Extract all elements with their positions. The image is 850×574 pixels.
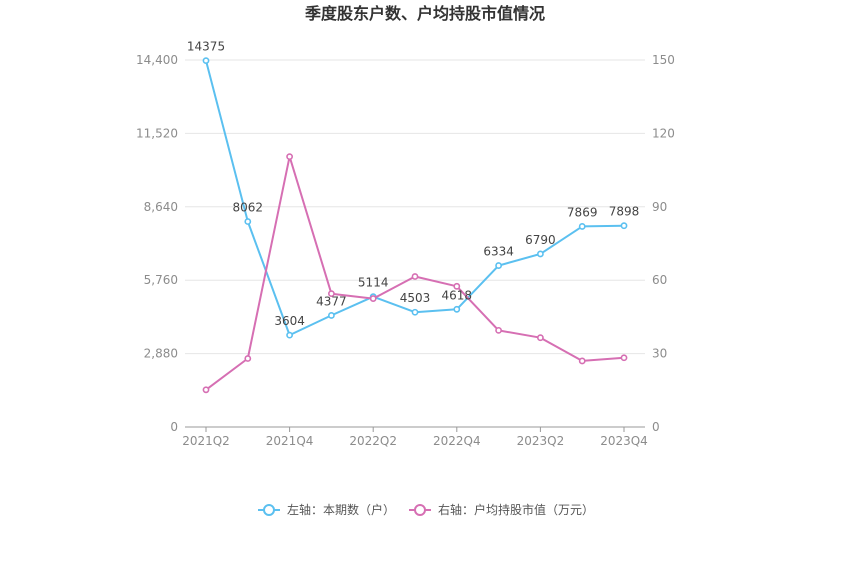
- series-point[interactable]: [620, 354, 628, 362]
- y-left-tick-label: 8,640: [144, 200, 178, 214]
- data-label: 3604: [274, 314, 305, 328]
- x-tick-label: 2023Q4: [600, 434, 648, 448]
- series-point[interactable]: [620, 222, 628, 230]
- y-right-tick-label: 30: [652, 347, 667, 361]
- data-label: 8062: [233, 201, 264, 215]
- data-label: 14375: [187, 40, 225, 54]
- series-point[interactable]: [411, 273, 419, 280]
- series-point[interactable]: [286, 331, 293, 339]
- y-left-tick-label: 2,880: [144, 347, 178, 361]
- x-tick-label: 2023Q2: [517, 434, 565, 448]
- series-point[interactable]: [578, 357, 586, 365]
- x-tick-label: 2021Q2: [182, 434, 230, 448]
- series-point[interactable]: [286, 153, 293, 161]
- data-label: 7869: [567, 205, 598, 219]
- series-point[interactable]: [202, 386, 210, 394]
- data-label: 7898: [609, 205, 640, 219]
- chart-title: 季度股东户数、户均持股市值情况: [304, 4, 545, 23]
- legend-label: 左轴：本期数（户）: [287, 502, 395, 517]
- series-point[interactable]: [369, 295, 377, 302]
- legend[interactable]: 左轴：本期数（户） 右轴：户均持股市值（万元）: [258, 502, 594, 517]
- data-label: 6334: [483, 245, 514, 259]
- legend-swatch-marker: [414, 504, 426, 516]
- data-labels: 14375 8062 3604 4377 5114 4503 4618 6334 6790 786…: [187, 40, 639, 329]
- x-tick-label: 2022Q2: [349, 434, 397, 448]
- x-tick-label: 2021Q4: [266, 434, 314, 448]
- series-layer: [202, 57, 628, 394]
- y-left-tick-label: 14,400: [136, 53, 178, 67]
- series-point[interactable]: [202, 57, 210, 65]
- series-point[interactable]: [411, 308, 419, 316]
- x-tick-label: 2022Q4: [433, 434, 481, 448]
- y-right-tick-label: 60: [652, 273, 667, 287]
- y-left-tick-label: 11,520: [136, 126, 178, 140]
- series-point[interactable]: [244, 218, 252, 225]
- data-label: 4377: [316, 294, 347, 308]
- series-point[interactable]: [453, 305, 461, 313]
- legend-swatch-marker: [263, 504, 275, 516]
- series-point[interactable]: [244, 355, 252, 362]
- y-right-tick-label: 150: [652, 53, 675, 67]
- data-label: 4618: [442, 288, 473, 302]
- series-point[interactable]: [537, 250, 544, 258]
- y-left-tick-label: 0: [170, 420, 178, 434]
- data-label: 4503: [400, 291, 431, 305]
- data-label: 5114: [358, 276, 389, 290]
- series-point[interactable]: [453, 282, 461, 290]
- series-point[interactable]: [327, 312, 335, 319]
- y-left-tick-label: 5,760: [144, 273, 178, 287]
- series-point[interactable]: [537, 334, 544, 342]
- y-right-tick-label: 0: [652, 420, 660, 434]
- legend-item-2[interactable]: 右轴：户均持股市值（万元）: [409, 502, 594, 517]
- legend-label: 右轴：户均持股市值（万元）: [438, 502, 594, 517]
- axes: 0 0 2,880 30 5,760 60 8,640 90 11,520 120 14,400 15…: [136, 53, 675, 448]
- data-label: 6790: [525, 233, 556, 247]
- series-point[interactable]: [495, 326, 502, 334]
- series-point[interactable]: [578, 223, 586, 230]
- y-right-tick-label: 120: [652, 126, 675, 140]
- y-right-tick-label: 90: [652, 200, 667, 214]
- series-point[interactable]: [327, 290, 335, 298]
- series-point[interactable]: [495, 262, 502, 269]
- legend-item-1[interactable]: 左轴：本期数（户）: [258, 502, 395, 517]
